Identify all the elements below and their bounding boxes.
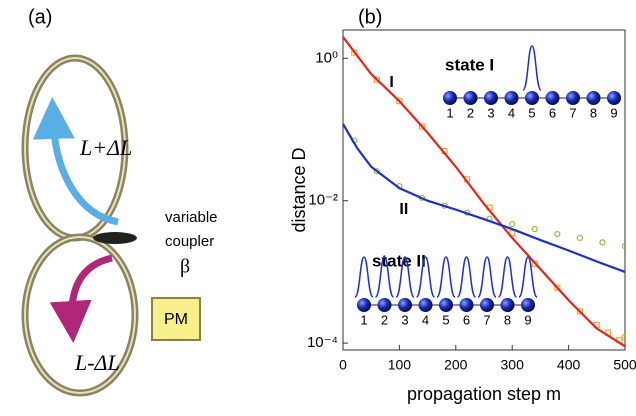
panel-a: (a) L+ΔL L-ΔL variable coupler β PM bbox=[21, 6, 218, 397]
data-point bbox=[509, 230, 516, 237]
coupler-label: variable bbox=[165, 209, 218, 226]
inset-title: state II bbox=[372, 251, 426, 270]
site-label: 3 bbox=[487, 105, 494, 120]
y-axis-label: distance D bbox=[289, 147, 309, 232]
site-peak bbox=[354, 256, 374, 298]
x-tick-label: 300 bbox=[501, 357, 525, 373]
site-ball bbox=[484, 91, 498, 105]
data-line bbox=[343, 36, 625, 348]
site-label: 9 bbox=[610, 105, 617, 120]
site-ball bbox=[566, 91, 580, 105]
site-label: 4 bbox=[422, 312, 429, 327]
x-tick-label: 200 bbox=[444, 357, 468, 373]
site-ball bbox=[418, 298, 433, 312]
coupler-label: coupler bbox=[165, 233, 214, 250]
annotation: I bbox=[389, 74, 393, 91]
site-ball bbox=[398, 298, 412, 312]
site-peak bbox=[497, 256, 518, 298]
loop-label: L-ΔL bbox=[74, 350, 120, 375]
site-ball bbox=[525, 91, 539, 105]
site-label: 4 bbox=[508, 105, 515, 120]
data-point bbox=[396, 98, 403, 105]
site-ball bbox=[586, 91, 601, 105]
lower-loop-highlight bbox=[24, 236, 136, 394]
x-tick-label: 0 bbox=[339, 357, 347, 373]
data-point bbox=[373, 168, 380, 175]
site-ball bbox=[545, 91, 560, 105]
data-point bbox=[554, 284, 561, 291]
site-label: 8 bbox=[590, 105, 597, 120]
data-point bbox=[373, 76, 380, 83]
annotation: II bbox=[399, 201, 408, 218]
modulator-box bbox=[151, 297, 201, 341]
site-label: 9 bbox=[524, 312, 531, 327]
x-tick-label: 400 bbox=[557, 357, 581, 373]
site-ball bbox=[463, 91, 478, 105]
site-ball bbox=[521, 298, 535, 312]
site-label: 7 bbox=[569, 105, 576, 120]
site-peak bbox=[415, 256, 436, 298]
y-tick-label: 10⁻² bbox=[308, 192, 338, 209]
site-label: 6 bbox=[463, 312, 470, 327]
data-point bbox=[576, 234, 583, 242]
site-ball bbox=[504, 91, 519, 105]
data-layer bbox=[343, 36, 625, 348]
site-ball bbox=[607, 91, 621, 105]
data-point bbox=[418, 123, 426, 130]
site-ball bbox=[443, 91, 457, 105]
site-peak bbox=[522, 45, 542, 91]
site-peak bbox=[374, 256, 395, 298]
x-tick-label: 500 bbox=[613, 357, 636, 373]
arrow-down bbox=[49, 254, 113, 343]
site-label: 5 bbox=[528, 105, 535, 120]
x-axis-label: propagation step m bbox=[407, 384, 561, 404]
site-ball bbox=[357, 298, 371, 312]
x-tick-label: 100 bbox=[388, 357, 412, 373]
data-point bbox=[621, 243, 625, 250]
panel-b: (b) propagation step m distance D 0 100 20… bbox=[289, 6, 636, 403]
panel-label: (a) bbox=[28, 6, 52, 28]
loop-label: L+ΔL bbox=[79, 135, 132, 160]
plot-frame bbox=[342, 29, 626, 351]
arrow-up bbox=[32, 97, 119, 226]
inset-title: state I bbox=[445, 55, 494, 74]
data-line bbox=[343, 123, 625, 273]
site-ball bbox=[459, 298, 474, 312]
data-point bbox=[509, 220, 516, 228]
site-label: 3 bbox=[401, 312, 408, 327]
site-label: 1 bbox=[446, 105, 453, 120]
data-point bbox=[554, 230, 561, 238]
data-point bbox=[531, 225, 538, 233]
site-peak bbox=[518, 256, 538, 298]
site-label: 8 bbox=[504, 312, 511, 327]
site-label: 1 bbox=[360, 312, 367, 327]
data-point bbox=[599, 239, 606, 246]
site-ball bbox=[480, 298, 494, 312]
panel-label: (b) bbox=[358, 6, 382, 28]
data-point bbox=[576, 308, 583, 315]
site-peak bbox=[395, 256, 415, 298]
site-peak bbox=[436, 256, 456, 298]
site-peak bbox=[477, 256, 497, 298]
site-label: 5 bbox=[442, 312, 449, 327]
data-point bbox=[621, 334, 625, 341]
y-tick-label: 10⁻⁴ bbox=[307, 334, 338, 351]
coupler bbox=[93, 232, 137, 244]
site-peak bbox=[456, 256, 477, 298]
site-ball bbox=[439, 298, 453, 312]
y-tick-label: 10⁰ bbox=[315, 49, 338, 66]
site-ball bbox=[500, 298, 515, 312]
site-label: 2 bbox=[467, 105, 474, 120]
coupler-symbol: β bbox=[180, 256, 190, 278]
site-label: 2 bbox=[381, 312, 388, 327]
site-label: 6 bbox=[549, 105, 556, 120]
site-ball bbox=[377, 298, 392, 312]
modulator-label: PM bbox=[164, 311, 188, 328]
site-label: 7 bbox=[483, 312, 490, 327]
